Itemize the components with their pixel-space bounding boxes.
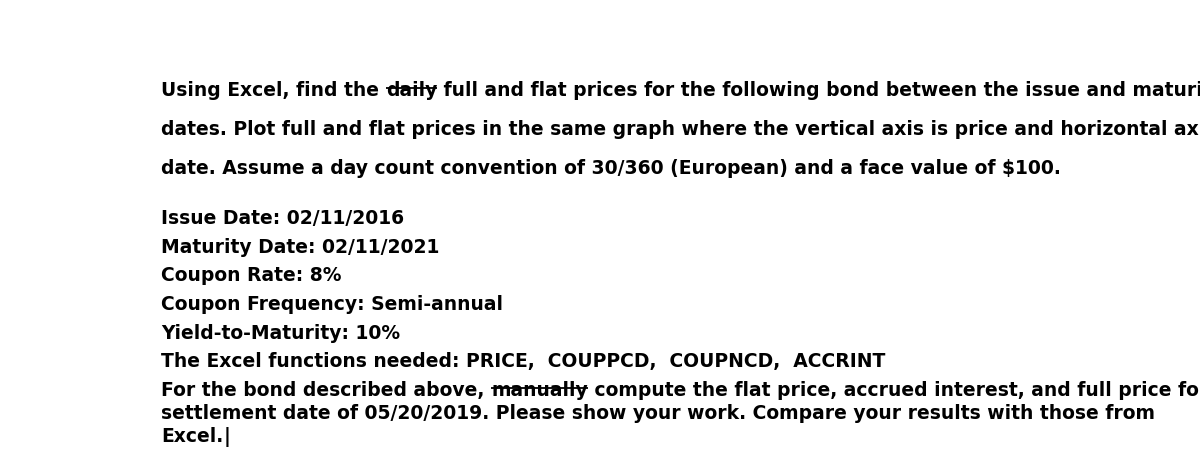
Text: settlement date of 05/20/2019. Please show your work. Compare your results with : settlement date of 05/20/2019. Please sh… bbox=[161, 403, 1156, 422]
Text: For the bond described above,: For the bond described above, bbox=[161, 380, 491, 399]
Text: Coupon Rate: 8%: Coupon Rate: 8% bbox=[161, 266, 342, 285]
Text: |: | bbox=[223, 426, 230, 446]
Text: manually: manually bbox=[491, 380, 588, 399]
Text: Coupon Frequency: Semi-annual: Coupon Frequency: Semi-annual bbox=[161, 294, 503, 313]
Text: Excel.: Excel. bbox=[161, 426, 223, 445]
Text: full and flat prices for the following bond between the issue and maturity: full and flat prices for the following b… bbox=[437, 81, 1200, 100]
Text: dates. Plot full and flat prices in the same graph where the vertical axis is pr: dates. Plot full and flat prices in the … bbox=[161, 120, 1200, 139]
Text: Maturity Date: 02/11/2021: Maturity Date: 02/11/2021 bbox=[161, 238, 439, 257]
Text: compute the flat price, accrued interest, and full price for: compute the flat price, accrued interest… bbox=[588, 380, 1200, 399]
Text: The Excel functions needed: PRICE,  COUPPCD,  COUPNCD,  ACCRINT: The Excel functions needed: PRICE, COUPP… bbox=[161, 351, 886, 370]
Text: Using Excel, find the: Using Excel, find the bbox=[161, 81, 385, 100]
Text: date. Assume a day count convention of 30/360 (European) and a face value of $10: date. Assume a day count convention of 3… bbox=[161, 159, 1061, 178]
Text: Yield-to-Maturity: 10%: Yield-to-Maturity: 10% bbox=[161, 323, 401, 342]
Text: daily: daily bbox=[385, 81, 437, 100]
Text: Issue Date: 02/11/2016: Issue Date: 02/11/2016 bbox=[161, 209, 404, 228]
